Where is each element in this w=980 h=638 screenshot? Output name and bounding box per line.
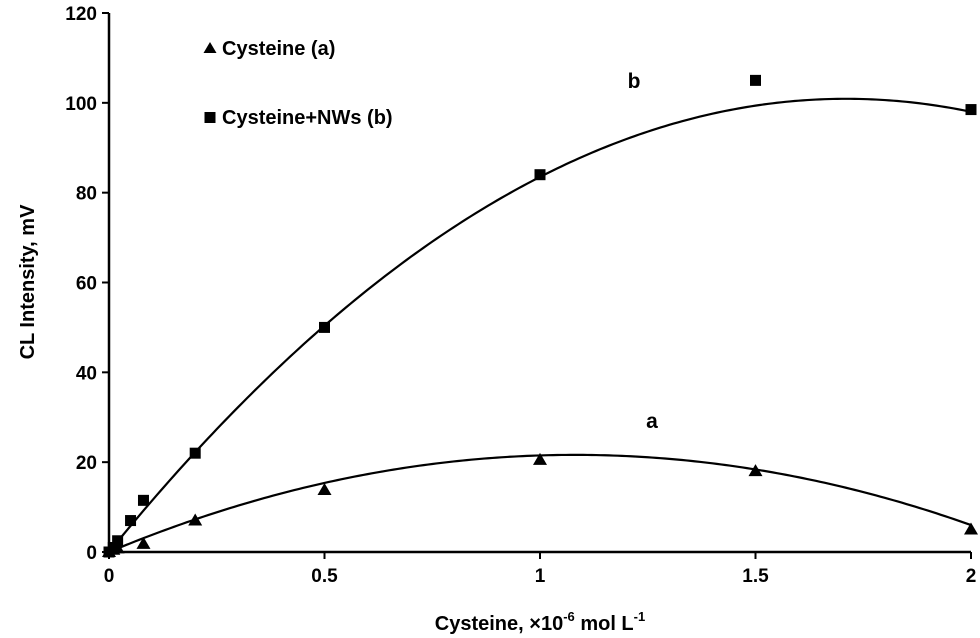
y-tick-label: 60: [76, 274, 97, 295]
x-axis-title-unit: mol L: [575, 613, 634, 635]
legend-marker-triangle: [203, 42, 217, 53]
data-point-b: [112, 535, 124, 547]
y-tick-label: 120: [65, 4, 97, 25]
data-point-a: [964, 522, 978, 535]
curve-label-a: a: [646, 410, 658, 433]
data-point-b: [750, 74, 761, 86]
data-point-b: [137, 494, 149, 506]
data-point-b: [189, 447, 201, 459]
x-tick-label: 2: [966, 566, 977, 587]
data-point-a: [748, 464, 763, 477]
x-tick-label: 0.5: [311, 566, 338, 587]
x-axis-title-main: Cysteine, ×10: [435, 613, 563, 635]
y-tick-label: 100: [65, 94, 97, 115]
curve-label-b: b: [628, 70, 641, 93]
y-tick-label: 20: [76, 453, 97, 474]
x-axis-title-exponent: -6: [563, 609, 575, 624]
fit-curve-b: [108, 97, 972, 553]
y-axis-title: CL Intensity, mV: [17, 204, 39, 360]
data-point-a: [136, 536, 151, 549]
data-point-a: [188, 513, 203, 526]
axes: [107, 13, 971, 554]
y-tick-label: 40: [76, 363, 97, 384]
legend-label-a: Cysteine (a): [222, 38, 335, 60]
data-points: [102, 74, 978, 558]
fit-curve-a: [108, 453, 972, 554]
y-tick-label: 0: [86, 543, 97, 564]
x-axis-title: Cysteine, ×10-6 mol L-1: [435, 609, 645, 635]
legend: Cysteine (a) Cysteine+NWs (b): [203, 38, 393, 129]
data-point-b: [534, 169, 546, 181]
x-tick-label: 0: [104, 566, 115, 587]
data-point-a: [317, 483, 332, 496]
legend-label-b: Cysteine+NWs (b): [222, 107, 393, 129]
x-axis-ticks: 0 0.5 1 1.5 2: [104, 552, 977, 587]
fit-curves: [108, 97, 972, 554]
data-point-b: [107, 542, 119, 554]
data-point-a: [533, 452, 547, 465]
y-axis-ticks: 0 20 40 60 80 100 120: [65, 4, 109, 564]
x-tick-label: 1: [535, 566, 546, 587]
data-point-b: [319, 321, 330, 333]
legend-marker-square: [204, 112, 216, 123]
y-tick-label: 80: [76, 184, 97, 205]
x-tick-label: 1.5: [742, 566, 769, 587]
data-point-b: [965, 104, 977, 116]
data-point-b: [125, 515, 137, 527]
x-axis-title-unit-exponent: -1: [634, 609, 646, 624]
